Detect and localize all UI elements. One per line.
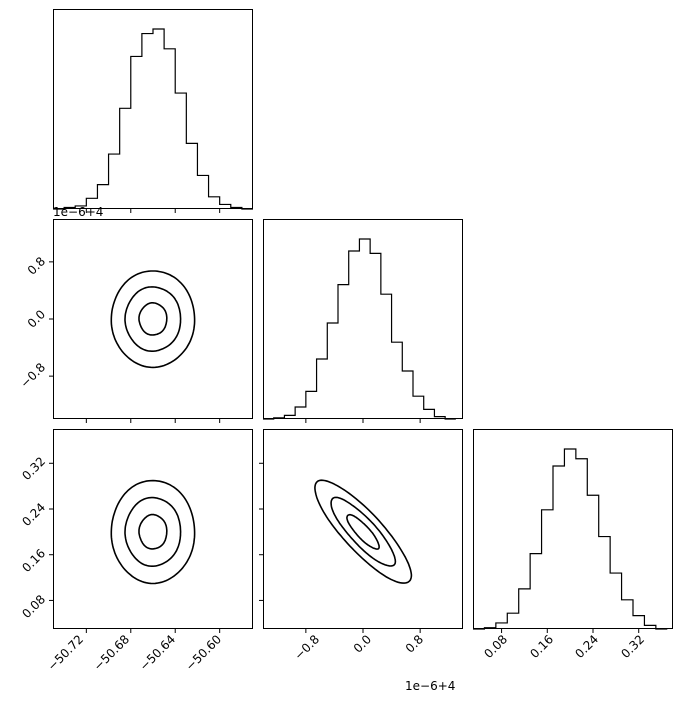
panel-hist-p0 [53,9,253,209]
x-tick-label-p0: −50.64 [137,632,178,673]
x-tick-label-p0: −50.60 [183,632,224,673]
contour-level-1 [138,513,168,550]
panel-contour-p1-p2 [263,429,463,629]
y-tick-label-p2: 0.16 [19,546,48,575]
tick-marks [49,209,640,633]
histogram-p1 [263,238,456,420]
y-tick-label-p2: 0.24 [19,500,48,529]
y-tick-label-p1: 0.8 [25,254,48,277]
panel-frames [53,9,673,629]
contour-level-2 [124,496,182,568]
x-tick-label-p2: 0.16 [527,632,556,661]
contour-level-3 [110,270,196,369]
y-tick-label-p1: −0.8 [18,360,49,391]
chart-marks [53,28,668,630]
contour-level-3 [110,479,196,585]
panel-hist-p1 [263,219,463,419]
histogram-p2 [473,448,668,630]
contour-level-2 [124,286,182,353]
offset-label-col1: 1e−6+4 [53,205,103,219]
x-tick-label-p2: 0.08 [481,632,510,661]
y-tick-label-p2: 0.08 [19,592,48,621]
panel-contour-p0-p1 [53,219,253,419]
contour-level-3 [314,479,413,584]
x-tick-label-p2: 0.24 [572,632,601,661]
x-tick-label-p1: −0.8 [292,632,323,663]
panel-hist-p2 [473,429,673,629]
x-tick-label-p1: 0.0 [351,632,374,655]
contour-level-2 [330,496,397,567]
x-tick-label-p0: −50.72 [45,632,86,673]
y-tick-label-p2: 0.32 [19,454,48,483]
y-tick-label-p1: 0.0 [25,307,48,330]
contour-level-1 [138,301,168,336]
contour-level-1 [346,513,380,550]
x-tick-label-p1: 0.8 [403,632,426,655]
x-tick-label-p2: 0.32 [618,632,647,661]
x-tick-label-p0: −50.68 [91,632,132,673]
panel-contour-p0-p2 [53,429,253,629]
histogram-p0 [53,28,253,210]
offset-label-col2: 1e−6+4 [405,679,455,693]
